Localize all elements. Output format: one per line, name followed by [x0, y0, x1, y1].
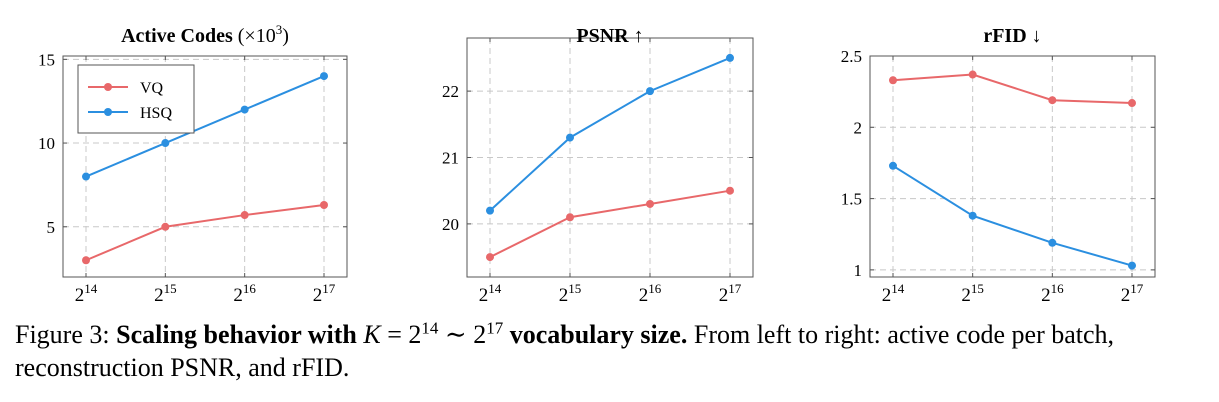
x-tick-label: 215 — [154, 281, 177, 306]
y-tick-label: 15 — [38, 50, 55, 69]
caption-math-eq: = 2 — [387, 320, 422, 349]
caption-bold-lead: Scaling behavior with — [116, 320, 357, 349]
series-line-hsq — [489, 56, 731, 212]
y-tick-label: 1 — [854, 261, 863, 280]
series-line-hsq — [892, 164, 1133, 267]
data-point-vq — [968, 70, 977, 79]
y-tick-label: 10 — [38, 134, 55, 153]
data-point-hsq — [566, 133, 574, 142]
x-tick-label: 216 — [639, 281, 662, 306]
plot-frame — [62, 55, 348, 278]
x-tick-label: 217 — [313, 281, 336, 306]
data-point-hsq — [646, 87, 654, 96]
y-tick-label: 21 — [442, 149, 459, 168]
legend-marker-vq — [104, 83, 112, 91]
caption-bold-tail: vocabulary size. — [509, 320, 688, 349]
legend: VQ HSQ — [77, 64, 195, 134]
data-point-hsq — [82, 172, 90, 181]
caption-label: Figure 3: — [15, 320, 110, 349]
chart-title: Active Codes (×103) — [121, 22, 289, 47]
caption-math-var: K — [363, 320, 381, 349]
data-point-hsq — [1048, 238, 1057, 247]
chart-2: 20 21 22 214 215 216 217 PSNR ↑ — [442, 25, 754, 306]
x-tick-label: 214 — [882, 281, 905, 306]
caption-math-sim: ∼ 2 — [444, 320, 487, 349]
x-tick-label: 214 — [75, 281, 98, 306]
y-tick-label: 20 — [442, 215, 459, 234]
y-tick-label: 2 — [854, 118, 863, 137]
data-point-vq — [889, 76, 897, 85]
caption-math-exp1: 14 — [421, 318, 439, 338]
data-point-hsq — [486, 206, 494, 215]
data-point-hsq — [320, 72, 328, 81]
data-point-hsq — [240, 105, 249, 114]
figure-caption: Figure 3: Scaling behavior with K = 214 … — [15, 318, 1210, 384]
data-point-hsq — [1128, 261, 1136, 270]
chart-title: rFID ↓ — [983, 25, 1041, 47]
x-tick-label: 216 — [1041, 281, 1064, 306]
x-tick-label: 217 — [1121, 281, 1144, 306]
x-tick-label: 215 — [559, 281, 582, 306]
plot-frame — [869, 55, 1156, 278]
data-point-hsq — [161, 139, 170, 148]
series-line-vq — [85, 204, 325, 262]
series-line-vq — [892, 73, 1133, 105]
chart-1: 5 10 15 214 215 216 217 Active Codes (×103) VQ HS… — [38, 22, 348, 306]
data-point-vq — [82, 256, 90, 265]
x-tick-label: 216 — [233, 281, 256, 306]
x-tick-label: 215 — [961, 281, 984, 306]
y-tick-label: 5 — [47, 218, 56, 237]
y-tick-label: 22 — [442, 82, 459, 101]
data-point-hsq — [889, 161, 897, 170]
caption-rest: From left to right: active code per batc… — [15, 320, 1115, 382]
legend-box — [77, 64, 195, 134]
data-point-vq — [240, 211, 249, 220]
series-line-vq — [489, 189, 731, 258]
data-point-vq — [726, 186, 734, 195]
caption-math-exp2: 17 — [486, 318, 504, 338]
x-tick-label: 217 — [719, 281, 742, 306]
data-point-hsq — [726, 53, 734, 62]
x-tick-label: 214 — [479, 281, 502, 306]
data-point-vq — [1048, 96, 1057, 105]
data-point-vq — [1128, 99, 1136, 108]
data-point-vq — [161, 222, 170, 231]
data-point-vq — [320, 201, 328, 210]
data-point-vq — [646, 199, 654, 208]
data-point-hsq — [968, 211, 977, 220]
chart-3: 1 1.5 2 2.5 214 215 216 217 rFID ↓ — [841, 25, 1156, 306]
data-point-vq — [566, 213, 574, 222]
chart-title: PSNR ↑ — [576, 25, 643, 47]
data-point-vq — [486, 253, 494, 262]
y-tick-label: 1.5 — [841, 190, 862, 209]
figure-charts: 5 10 15 214 215 216 217 Active Codes (×103) VQ HS… — [38, 22, 1156, 306]
legend-label-vq: VQ — [140, 80, 164, 97]
legend-label-hsq: HSQ — [140, 105, 172, 122]
legend-marker-hsq — [104, 108, 112, 116]
series-line-hsq — [85, 75, 325, 178]
y-tick-label: 2.5 — [841, 47, 862, 66]
